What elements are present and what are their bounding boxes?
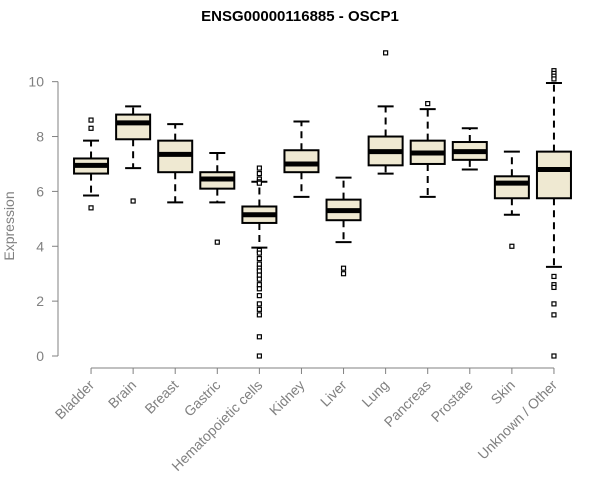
box-group — [157, 123, 194, 204]
outlier-point — [256, 334, 262, 340]
box-group — [493, 150, 530, 249]
box-marks — [73, 50, 572, 359]
y-tick-label: 10 — [28, 74, 44, 90]
outlier-point — [256, 180, 262, 186]
box-group — [409, 101, 446, 198]
outlier-point — [551, 301, 557, 307]
outlier-point — [256, 301, 262, 307]
outlier-point — [88, 125, 94, 131]
x-tick-label: Breast — [141, 377, 181, 417]
box-group — [199, 151, 236, 245]
outlier-point — [551, 273, 557, 280]
y-tick-label: 0 — [36, 348, 44, 364]
outlier-point — [88, 117, 94, 123]
outlier-point — [256, 256, 262, 262]
outlier-point — [256, 282, 262, 288]
outlier-point — [551, 312, 557, 318]
box-group — [451, 127, 488, 171]
box-group — [367, 50, 404, 175]
outlier-point — [256, 261, 262, 267]
x-tick-label: Unknown / Other — [474, 377, 560, 463]
y-tick-label: 8 — [36, 129, 44, 145]
outlier-point — [256, 268, 262, 274]
box-group — [283, 120, 320, 198]
outlier-point — [130, 198, 136, 204]
x-tick-label: Pancreas — [381, 377, 434, 430]
x-tick-label: Lung — [358, 377, 391, 410]
x-tick-label: Liver — [317, 377, 350, 410]
outlier-point — [340, 271, 347, 277]
outlier-point — [551, 353, 557, 359]
x-tick-label: Skin — [487, 377, 518, 408]
outlier-point — [256, 165, 262, 171]
outlier-point — [340, 265, 347, 271]
outlier-point — [256, 272, 262, 278]
x-tick-label: Kidney — [266, 377, 308, 419]
y-tick-label: 6 — [36, 183, 44, 199]
outlier-point — [256, 276, 262, 282]
box-iqr — [283, 149, 320, 174]
outlier-point — [551, 76, 557, 82]
outlier-point — [256, 250, 262, 256]
box-group — [241, 165, 278, 359]
box-iqr — [493, 175, 530, 200]
box-group — [535, 68, 572, 359]
outlier-point — [256, 286, 262, 292]
x-tick-label: Bladder — [52, 377, 98, 423]
outlier-point — [383, 50, 389, 56]
outlier-point — [256, 353, 262, 359]
box-iqr — [535, 150, 572, 200]
box-group — [115, 105, 152, 204]
outlier-point — [214, 239, 220, 245]
box-iqr — [115, 113, 152, 141]
x-tick-label: Prostate — [428, 377, 476, 425]
outlier-point — [425, 101, 431, 107]
outlier-point — [88, 205, 94, 211]
chart-title: ENSG00000116885 - OSCP1 — [201, 8, 399, 25]
outlier-point — [256, 306, 262, 312]
outlier-point — [256, 293, 262, 299]
box-group — [73, 117, 110, 211]
outlier-point — [256, 170, 262, 177]
outlier-point — [256, 312, 262, 318]
y-tick-label: 2 — [36, 293, 44, 309]
outlier-point — [509, 243, 515, 249]
box-group — [325, 176, 362, 277]
x-tick-label: Brain — [105, 377, 139, 411]
y-tick-label: 4 — [36, 238, 44, 254]
outlier-point — [551, 284, 557, 291]
y-axis-label: Expression — [1, 191, 17, 260]
